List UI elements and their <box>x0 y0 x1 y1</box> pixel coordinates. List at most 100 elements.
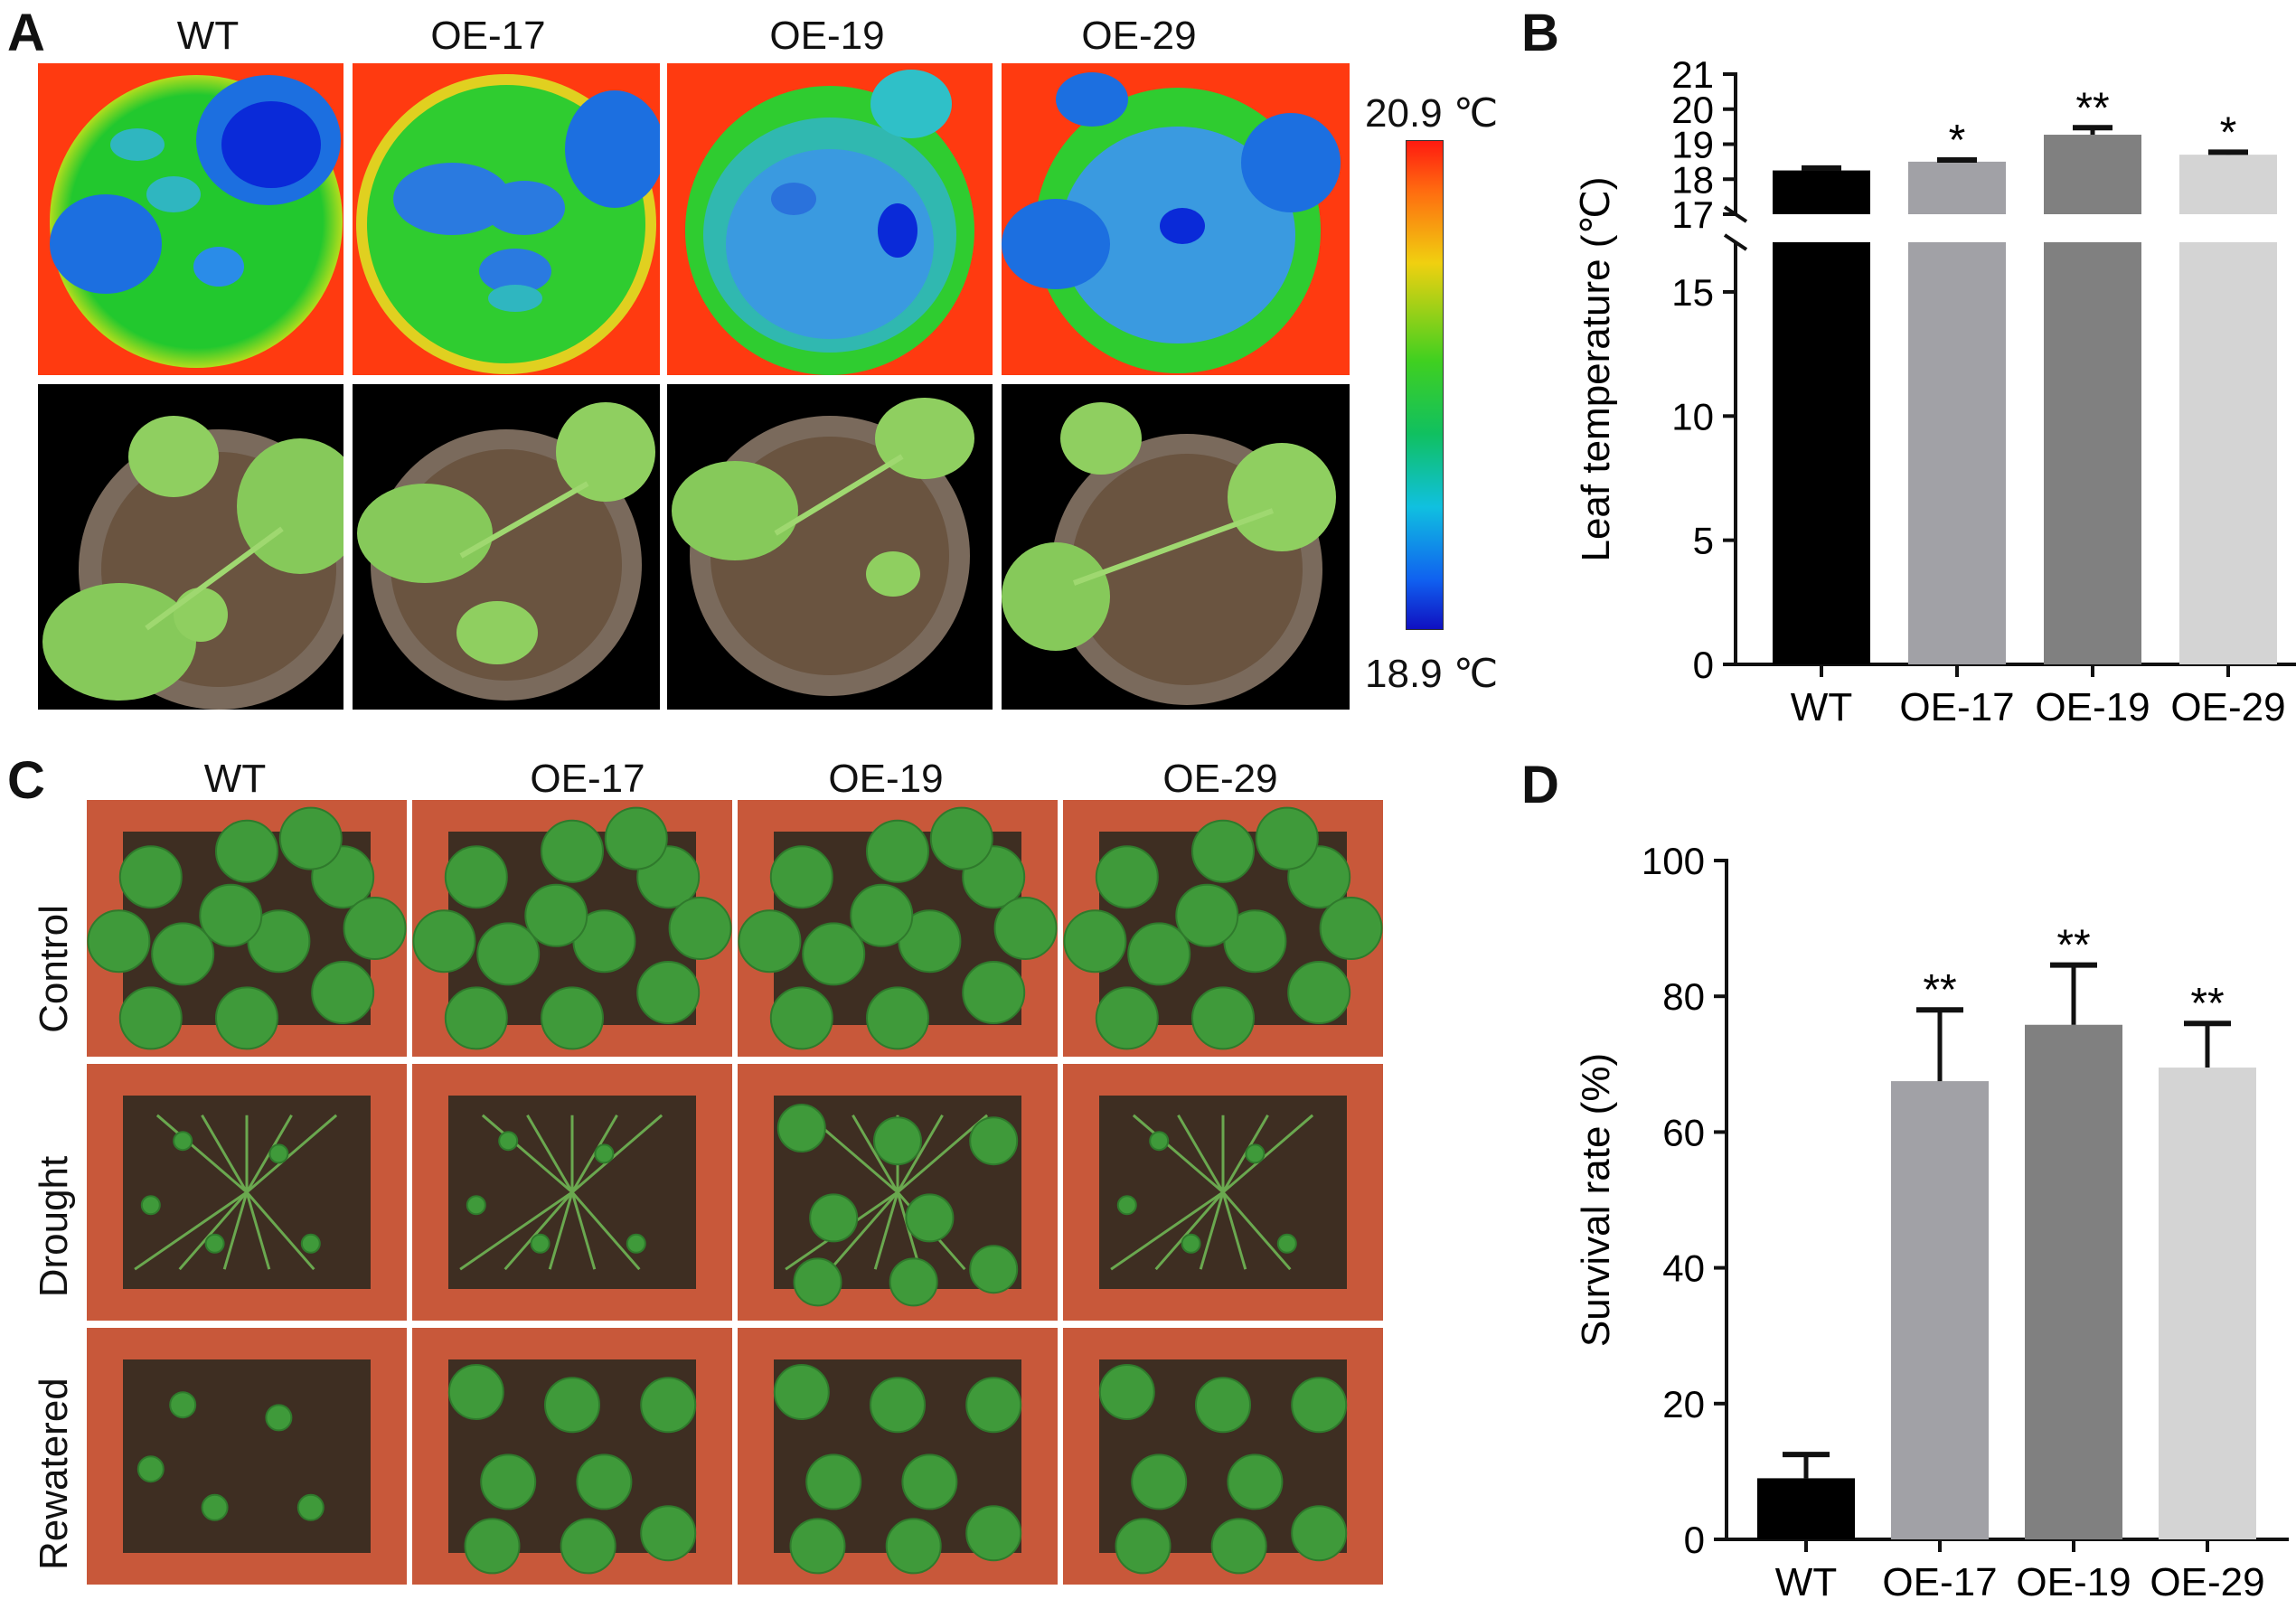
leaf <box>265 1404 293 1432</box>
leaf <box>300 1233 321 1254</box>
leaf <box>498 1131 519 1152</box>
leaf <box>640 1377 697 1434</box>
y-tick-label: 10 <box>1671 395 1714 437</box>
seedling-stem <box>1110 1190 1224 1271</box>
leaf <box>576 1453 633 1510</box>
pot-photo-rewatered-oe-19 <box>738 1328 1058 1585</box>
bar-wt <box>1757 1478 1855 1539</box>
leaf <box>769 845 833 909</box>
panel-a-col-label-oe17: OE-17 <box>430 14 546 58</box>
leaf <box>873 1116 922 1166</box>
plant-photo-oe17 <box>353 384 660 710</box>
leaf <box>296 1493 325 1521</box>
leaf <box>993 897 1058 960</box>
y-tick-label: 80 <box>1662 975 1705 1018</box>
bar-wt <box>1773 170 1870 214</box>
x-tick-label: OE-19 <box>2035 685 2150 729</box>
leaf <box>136 1455 165 1483</box>
leaf <box>524 883 588 947</box>
leaf <box>636 961 701 1024</box>
seedling-stem <box>1132 1114 1224 1194</box>
leaf <box>1127 922 1191 986</box>
leaf <box>805 1453 862 1510</box>
leaf <box>541 986 604 1050</box>
temperature-color-scale <box>1406 140 1444 630</box>
leaf <box>962 961 1026 1024</box>
y-tick-label: 21 <box>1671 53 1714 96</box>
thermal-image-oe19 <box>667 63 993 375</box>
bar-oe-19-lower <box>2044 242 2141 664</box>
plant-photo-oe19 <box>667 384 993 710</box>
leaf <box>793 1257 842 1307</box>
significance-marker: ** <box>2075 84 2109 132</box>
seedling-stem <box>1154 1191 1225 1271</box>
leaf <box>118 986 183 1050</box>
leaf <box>466 1195 486 1216</box>
leaf <box>215 819 278 883</box>
leaf <box>1115 1518 1172 1575</box>
pot-photo-drought-oe-19 <box>738 1064 1058 1321</box>
seedling-stem <box>246 1114 338 1194</box>
leaf <box>969 1116 1019 1166</box>
thermal-image-wt <box>38 63 343 375</box>
panel-c-row-label-rewatered: Rewatered <box>32 1378 76 1570</box>
panel-c-row-label-drought: Drought <box>32 1155 76 1298</box>
leaf <box>889 1257 938 1307</box>
plant-photo-oe29 <box>1002 384 1350 710</box>
bar-oe-19 <box>2044 135 2141 214</box>
leaf <box>1191 819 1255 883</box>
panel-letter-b: B <box>1521 4 1559 62</box>
leaf <box>1255 806 1319 870</box>
y-tick-label: 18 <box>1671 158 1714 201</box>
y-tick-label: 17 <box>1671 193 1714 236</box>
x-tick-label: OE-29 <box>2150 1560 2264 1604</box>
leaf <box>738 909 802 974</box>
leaf <box>640 1505 697 1562</box>
panel-letter-a: A <box>7 4 45 62</box>
pot-photo-drought-oe-17 <box>412 1064 732 1321</box>
y-tick-label: 0 <box>1693 644 1714 686</box>
leaf <box>169 1391 197 1419</box>
bar-oe-17 <box>1908 161 2006 214</box>
pot-photo-rewatered-oe-29 <box>1063 1328 1383 1585</box>
seedling-stem <box>503 1191 574 1271</box>
x-tick-label: OE-29 <box>2170 685 2285 729</box>
leaf <box>268 1143 289 1164</box>
seedling-stem <box>570 1191 597 1270</box>
seedling-stem <box>459 1190 573 1271</box>
axis-break-mark <box>1723 233 1748 251</box>
leaf <box>1319 897 1383 960</box>
leaf <box>929 806 993 870</box>
leaf <box>870 1377 926 1434</box>
pot-photo-rewatered-oe-17 <box>412 1328 732 1585</box>
x-tick-label: OE-17 <box>1882 1560 1997 1604</box>
seedling-stem <box>1221 1191 1247 1270</box>
leaf <box>769 986 833 1050</box>
survival-rate-chart: 0 20 40 60 80 100 Survival rate (%) WT ** OE-17 **… <box>1574 840 2289 1604</box>
leaf <box>173 1131 193 1152</box>
seedling-stem <box>896 1115 944 1193</box>
panel-c-col-label-oe29: OE-29 <box>1162 757 1278 801</box>
bar-oe-19 <box>2025 1024 2122 1539</box>
panel-c-col-label-oe17: OE-17 <box>530 757 645 801</box>
bar-oe-29 <box>2159 1068 2256 1539</box>
leaf <box>476 922 541 986</box>
leaf <box>626 1233 646 1254</box>
leaf <box>969 1245 1019 1294</box>
leaf <box>1191 986 1255 1050</box>
x-tick-label: OE-17 <box>1899 685 2014 729</box>
leaf <box>802 922 866 986</box>
bar-oe-29-lower <box>2179 242 2277 664</box>
leaf <box>1095 845 1159 909</box>
seedling-stem <box>852 1115 899 1193</box>
leaf <box>1181 1233 1201 1254</box>
leaf <box>1210 1518 1267 1575</box>
leaf <box>311 961 375 1024</box>
leaf <box>201 1493 229 1521</box>
seedling-stem <box>245 1191 315 1271</box>
leaf <box>1245 1143 1266 1164</box>
x-tick-label: WT <box>1775 1560 1837 1604</box>
seedling-stem <box>1177 1115 1225 1193</box>
leaf <box>776 1104 826 1152</box>
